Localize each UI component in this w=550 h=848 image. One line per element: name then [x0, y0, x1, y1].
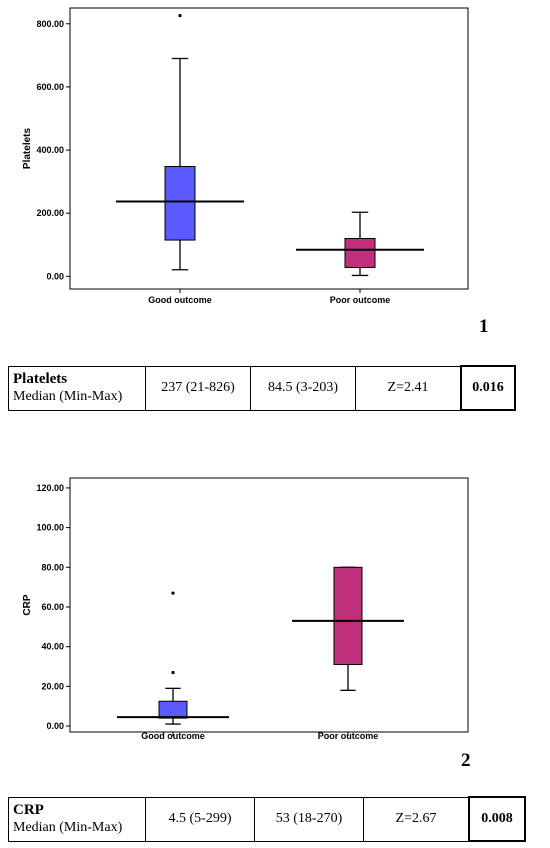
plot-frame	[69, 477, 469, 733]
y-tick-label: 400.00	[36, 145, 64, 155]
p-value: 0.016	[460, 365, 516, 411]
figure-number-2: 2	[461, 750, 471, 771]
x-tick-label: Good outcome	[141, 731, 205, 741]
poor-outcome-value: 53 (18-270)	[254, 796, 364, 842]
table-subtitle: Median (Min-Max)	[13, 389, 123, 404]
y-tick-label: 0.00	[46, 721, 64, 731]
y-axis-label: CRP	[22, 594, 33, 615]
good-outcome-value: 4.5 (5-299)	[145, 796, 255, 842]
y-axis-label: Platelets	[22, 127, 33, 169]
p-value: 0.008	[468, 796, 526, 842]
box-iqr	[158, 700, 188, 719]
crp-boxplot: 0.00 20.00 40.00 60.00 80.00 100.00 120.00 CRP G…	[22, 477, 469, 741]
table-row: CRP Median (Min-Max) 4.5 (5-299) 53 (18-…	[8, 796, 526, 842]
x-tick-label: Poor outcome	[318, 731, 379, 741]
table-title: Platelets	[13, 371, 68, 387]
y-tick-label: 120.00	[36, 483, 64, 493]
y-tick-label: 60.00	[41, 602, 64, 612]
table-label-cell: Platelets Median (Min-Max)	[8, 365, 146, 411]
platelets-boxplot: 0.00 200.00 400.00 600.00 800.00 Platelets Goo…	[22, 7, 469, 305]
x-tick-label: Poor outcome	[330, 295, 391, 305]
figure-number-1: 1	[479, 316, 489, 337]
poor-outcome-value: 84.5 (3-203)	[250, 365, 356, 411]
y-tick-label: 200.00	[36, 208, 64, 218]
table-label-cell: CRP Median (Min-Max)	[8, 796, 146, 842]
table-title: CRP	[13, 802, 44, 818]
outlier-point	[171, 591, 175, 595]
y-tick-label: 40.00	[41, 642, 64, 652]
table-row: Platelets Median (Min-Max) 237 (21-826) …	[8, 365, 516, 411]
good-outcome-value: 237 (21-826)	[145, 365, 251, 411]
y-tick-label: 100.00	[36, 523, 64, 533]
crp-stats-table: CRP Median (Min-Max) 4.5 (5-299) 53 (18-…	[8, 796, 526, 842]
y-tick-label: 0.00	[46, 271, 64, 281]
y-tick-label: 600.00	[36, 82, 64, 92]
box-iqr	[344, 237, 376, 269]
platelets-stats-table: Platelets Median (Min-Max) 237 (21-826) …	[8, 365, 516, 411]
y-tick-label: 20.00	[41, 681, 64, 691]
y-tick-label: 800.00	[36, 19, 64, 29]
x-tick-label: Good outcome	[148, 295, 212, 305]
box-iqr	[164, 165, 196, 241]
table-subtitle: Median (Min-Max)	[13, 820, 123, 835]
z-value: Z=2.67	[363, 796, 470, 842]
box-iqr	[333, 566, 363, 666]
z-value: Z=2.41	[355, 365, 462, 411]
y-tick-label: 80.00	[41, 562, 64, 572]
outlier-point	[171, 670, 175, 675]
outlier-point	[178, 13, 182, 18]
plot-frame	[69, 7, 469, 290]
